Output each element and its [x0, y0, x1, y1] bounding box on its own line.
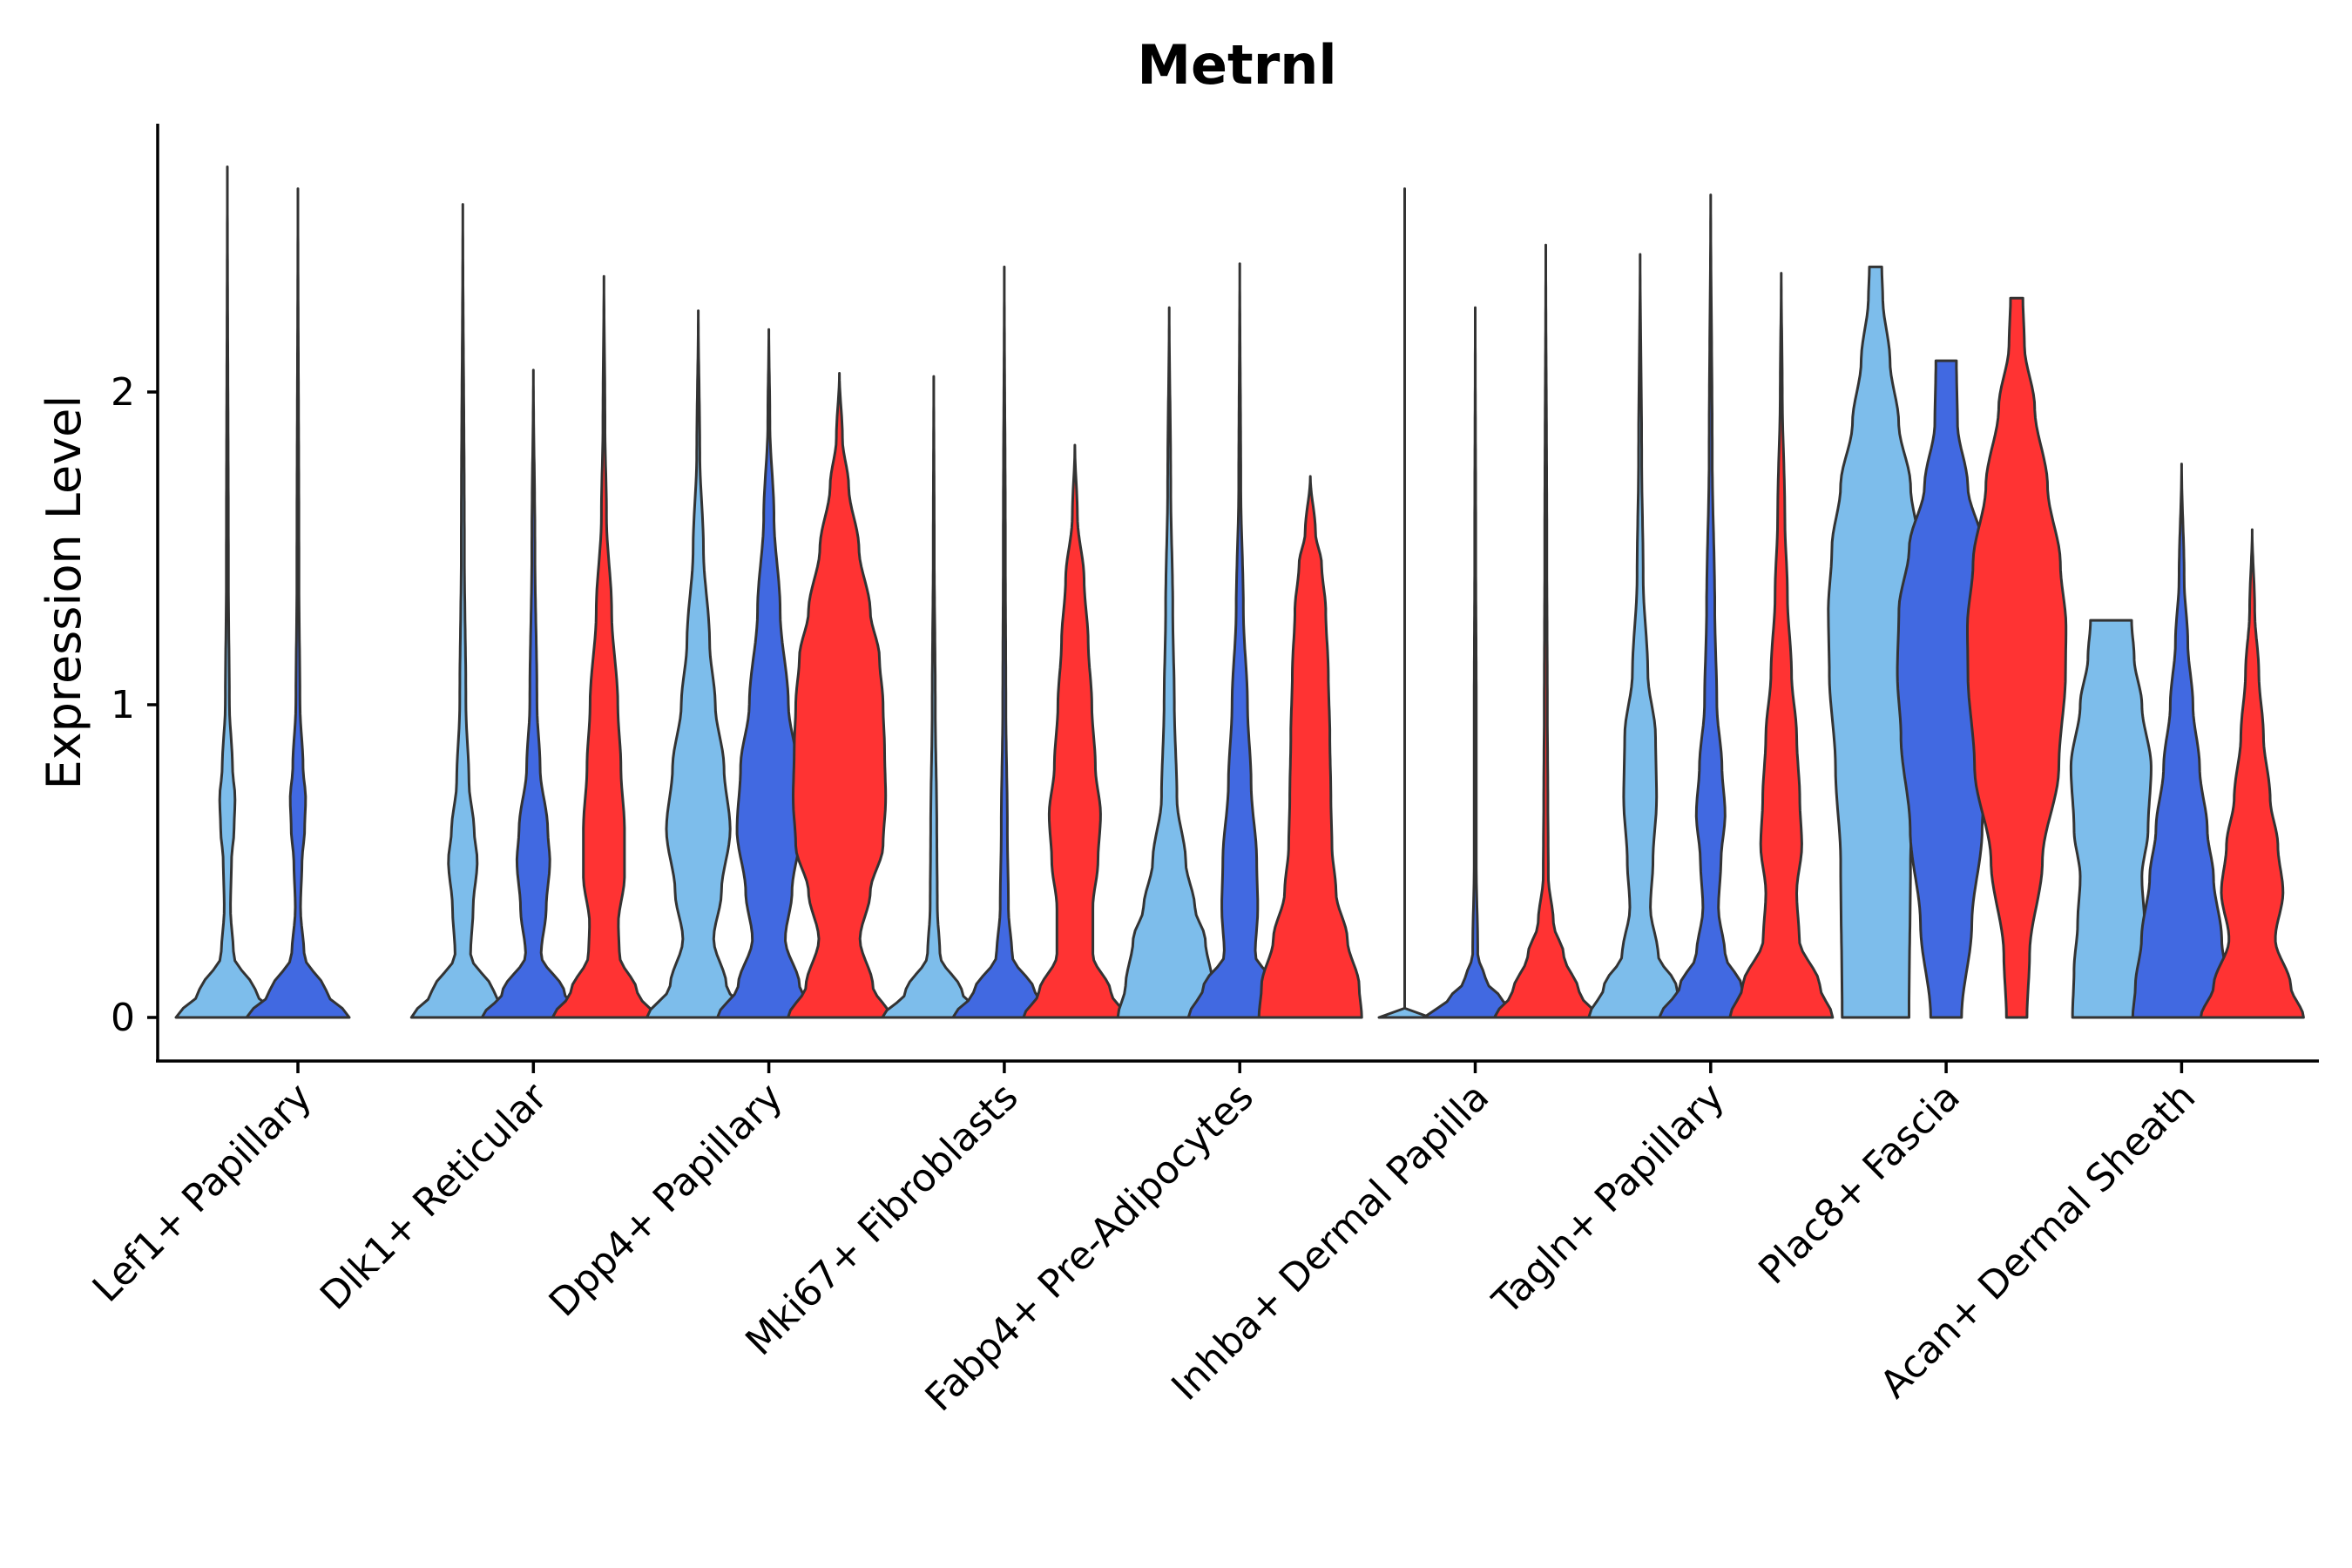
violin-group-1 [174, 166, 280, 1019]
violin-group-1 [1377, 187, 1432, 1019]
x-category-label: Dlk1+ Reticular [312, 1074, 557, 1319]
y-tick-label: 2 [111, 370, 135, 415]
violin-group-3 [1493, 243, 1598, 1019]
violin-group-3 [1966, 296, 2068, 1019]
violin-group-2 [951, 265, 1058, 1019]
x-category-label: Lef1+ Papillary [84, 1075, 321, 1311]
violin-group-1 [645, 309, 752, 1019]
violin-group-3 [1728, 272, 1835, 1019]
violin-group-2 [1186, 262, 1293, 1019]
violin-group-3 [1257, 475, 1363, 1019]
violin-group-1 [881, 375, 987, 1019]
violin-group-2 [1423, 306, 1528, 1019]
x-category-label: Mki67+ Fibroblasts [737, 1075, 1026, 1364]
violin-group-2 [480, 368, 586, 1019]
y-axis-label: Expression Level [37, 395, 91, 790]
violin-group-1 [2069, 618, 2153, 1019]
y-tick-label: 1 [111, 683, 135, 727]
violin-group-2 [2131, 463, 2232, 1019]
violin-group-1 [1116, 306, 1222, 1019]
violin-group-1 [409, 203, 516, 1019]
violin-group-2 [245, 187, 351, 1019]
x-category-label: Dpp4+ Papillary [541, 1075, 792, 1326]
violin-group-3 [551, 274, 657, 1019]
violin-group-1 [1587, 253, 1693, 1019]
y-tick-label: 0 [111, 996, 135, 1040]
violin-group-3 [1022, 443, 1128, 1019]
violin-group-2 [1658, 193, 1764, 1019]
y-axis-ticks: 0 1 2 [111, 370, 158, 1040]
x-category-label: Plac8+ Fascia [1750, 1075, 1969, 1294]
chart-title: Metrnl [1137, 33, 1336, 97]
violin-group-3 [2199, 528, 2305, 1019]
violin-layer [174, 166, 2305, 1019]
x-category-label: Tagln+ Papillary [1484, 1075, 1733, 1324]
violin-group-3 [787, 372, 893, 1019]
